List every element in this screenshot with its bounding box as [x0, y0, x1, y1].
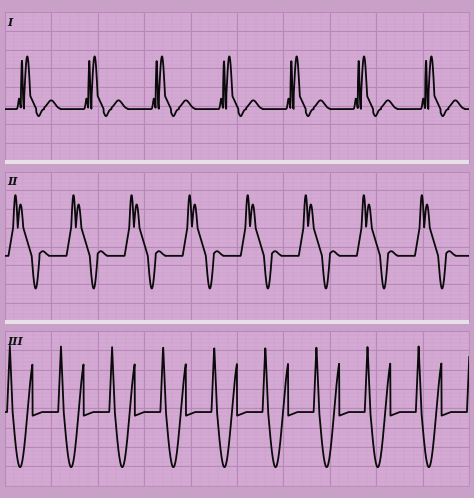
Text: II: II — [7, 176, 18, 187]
Text: III: III — [7, 336, 23, 347]
Text: I: I — [7, 17, 12, 28]
